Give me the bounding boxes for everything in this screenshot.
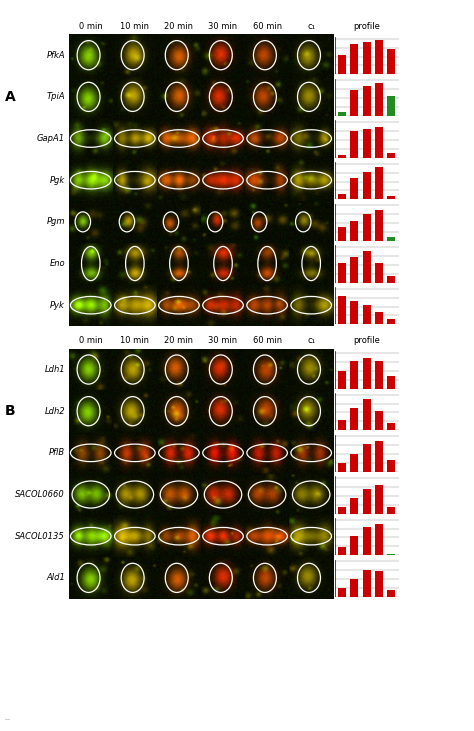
Bar	[338, 548, 346, 556]
Text: TpiA: TpiA	[46, 92, 65, 102]
Bar	[338, 507, 346, 514]
Bar	[387, 423, 395, 431]
Bar	[363, 527, 371, 556]
Text: Ldh2: Ldh2	[44, 406, 65, 416]
Bar	[375, 210, 383, 241]
Bar	[387, 590, 395, 597]
Bar	[363, 172, 371, 200]
Bar	[387, 96, 395, 116]
Text: c₁: c₁	[307, 22, 315, 31]
Text: Pyk: Pyk	[50, 300, 65, 310]
Bar	[363, 129, 371, 158]
Text: 30 min: 30 min	[209, 22, 237, 31]
Bar	[375, 263, 383, 283]
Bar	[387, 376, 395, 389]
Bar	[363, 444, 371, 472]
Bar	[387, 507, 395, 514]
Bar	[350, 44, 358, 75]
Bar	[387, 196, 395, 200]
Text: PfkA: PfkA	[46, 50, 65, 60]
Text: 20 min: 20 min	[164, 22, 193, 31]
Bar	[338, 194, 346, 200]
Text: 30 min: 30 min	[209, 336, 237, 345]
Bar	[363, 42, 371, 75]
Bar	[375, 411, 383, 431]
Bar	[375, 441, 383, 472]
Text: Eno: Eno	[49, 259, 65, 268]
Bar	[350, 408, 358, 431]
Bar	[363, 570, 371, 597]
Bar	[350, 301, 358, 325]
Text: 60 min: 60 min	[253, 22, 282, 31]
Bar	[387, 276, 395, 283]
Bar	[338, 463, 346, 472]
Bar	[338, 227, 346, 241]
Bar	[338, 371, 346, 389]
Text: SACOL0135: SACOL0135	[15, 531, 65, 541]
Text: 20 min: 20 min	[164, 336, 193, 345]
Text: GapA1: GapA1	[37, 134, 65, 143]
Bar	[375, 167, 383, 200]
Bar	[350, 178, 358, 200]
Text: SACOL0660: SACOL0660	[15, 490, 65, 499]
Text: Ldh1: Ldh1	[44, 365, 65, 374]
Text: profile: profile	[353, 22, 380, 31]
Text: Ald1: Ald1	[46, 573, 65, 583]
Bar	[387, 553, 395, 556]
Bar	[363, 489, 371, 514]
Bar	[350, 579, 358, 597]
Text: 0 min: 0 min	[79, 336, 103, 345]
Bar	[338, 588, 346, 597]
Bar	[338, 263, 346, 283]
Bar	[350, 536, 358, 556]
Bar	[350, 91, 358, 116]
Bar	[363, 86, 371, 116]
Text: 10 min: 10 min	[120, 336, 149, 345]
Text: A: A	[5, 90, 16, 104]
Bar	[363, 399, 371, 431]
Bar	[350, 498, 358, 514]
Bar	[387, 50, 395, 75]
Bar	[350, 257, 358, 283]
Bar	[375, 312, 383, 325]
Text: 0 min: 0 min	[79, 22, 103, 31]
Bar	[363, 251, 371, 283]
Bar	[338, 296, 346, 325]
Text: ...: ...	[5, 716, 11, 721]
Bar	[375, 524, 383, 556]
Bar	[375, 83, 383, 116]
Bar	[363, 214, 371, 241]
Bar	[363, 358, 371, 389]
Bar	[350, 454, 358, 472]
Bar	[350, 221, 358, 241]
Bar	[350, 361, 358, 389]
Bar	[387, 460, 395, 472]
Text: 10 min: 10 min	[120, 22, 149, 31]
Bar	[375, 361, 383, 389]
Bar	[387, 154, 395, 158]
Bar	[338, 113, 346, 116]
Bar	[375, 485, 383, 514]
Bar	[350, 131, 358, 158]
Bar	[375, 40, 383, 75]
Bar	[338, 420, 346, 431]
Text: Pgk: Pgk	[50, 175, 65, 185]
Text: 60 min: 60 min	[253, 336, 282, 345]
Bar	[387, 238, 395, 241]
Text: Pgm: Pgm	[46, 217, 65, 227]
Bar	[363, 305, 371, 325]
Bar	[338, 55, 346, 75]
Text: c₁: c₁	[307, 336, 315, 345]
Text: profile: profile	[353, 336, 380, 345]
Text: B: B	[5, 404, 15, 418]
Bar	[338, 155, 346, 158]
Bar	[375, 127, 383, 158]
Text: PflB: PflB	[49, 448, 65, 458]
Bar	[387, 319, 395, 325]
Bar	[375, 572, 383, 597]
